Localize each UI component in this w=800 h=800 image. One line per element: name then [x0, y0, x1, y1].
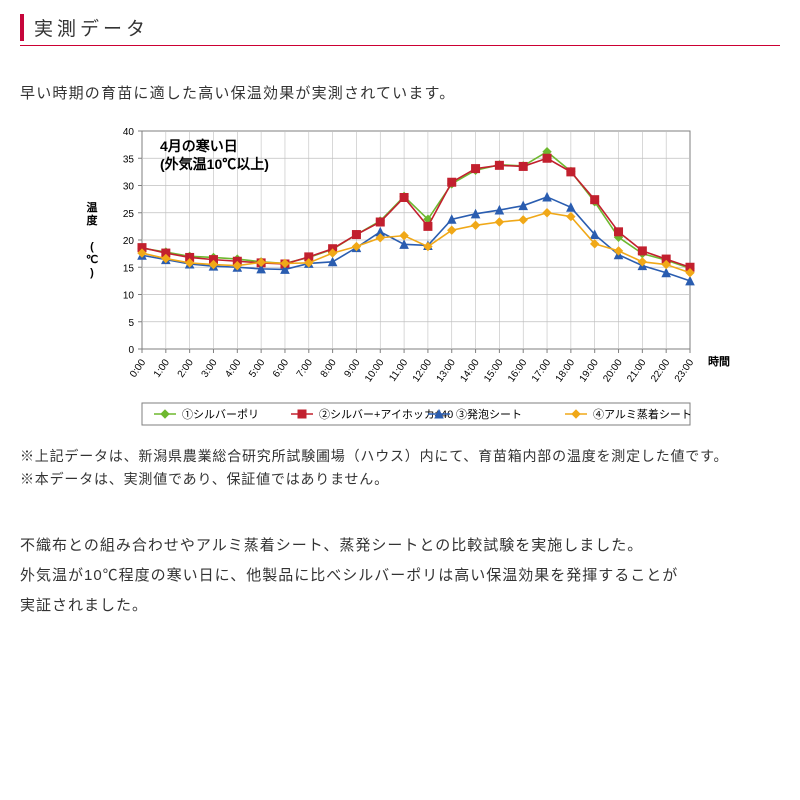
note-line-2: ※本データは、実測値であり、保証値ではありません。: [20, 468, 780, 491]
svg-text:35: 35: [123, 154, 135, 165]
svg-text:④アルミ蒸着シート: ④アルミ蒸着シート: [593, 407, 692, 421]
body-line-1: 不織布との組み合わせやアルミ蒸着シート、蒸発シートとの比較試験を実施しました。: [20, 531, 780, 561]
svg-text:10: 10: [123, 291, 135, 302]
svg-text:15: 15: [123, 263, 135, 274]
svg-text:(: (: [90, 241, 94, 253]
chart-container: 05101520253035400:001:002:003:004:005:00…: [20, 121, 780, 431]
intro-text: 早い時期の育苗に適した高い保温効果が実測されています。: [20, 82, 780, 103]
svg-text:℃: ℃: [86, 254, 98, 266]
body-line-3: 実証されました。: [20, 591, 780, 621]
svg-text:③発泡シート: ③発泡シート: [456, 407, 522, 421]
svg-text:30: 30: [123, 182, 135, 193]
body-copy: 不織布との組み合わせやアルミ蒸着シート、蒸発シートとの比較試験を実施しました。 …: [20, 531, 780, 621]
svg-text:4月の寒い日: 4月の寒い日: [160, 138, 238, 154]
section-title: 実測データ: [20, 14, 780, 41]
chart-notes: ※上記データは、新潟県農業総合研究所試験圃場（ハウス）内にて、育苗箱内部の温度を…: [20, 445, 780, 491]
svg-text:①シルバーポリ: ①シルバーポリ: [182, 408, 259, 421]
svg-text:40: 40: [123, 127, 135, 138]
svg-text:20: 20: [123, 236, 135, 247]
svg-text:0: 0: [128, 345, 134, 356]
svg-text:(外気温10℃以上): (外気温10℃以上): [160, 156, 269, 172]
note-line-1: ※上記データは、新潟県農業総合研究所試験圃場（ハウス）内にて、育苗箱内部の温度を…: [20, 445, 780, 468]
svg-text:度: 度: [87, 213, 99, 227]
line-chart: 05101520253035400:001:002:003:004:005:00…: [70, 121, 730, 431]
svg-text:25: 25: [123, 209, 135, 220]
svg-text:時間: 時間: [708, 354, 730, 368]
body-line-2: 外気温が10℃程度の寒い日に、他製品に比べシルバーポリは高い保温効果を発揮するこ…: [20, 561, 780, 591]
section-rule: [20, 45, 780, 46]
svg-text:5: 5: [128, 318, 134, 329]
svg-text:): ): [90, 267, 94, 279]
svg-text:温: 温: [87, 200, 98, 214]
